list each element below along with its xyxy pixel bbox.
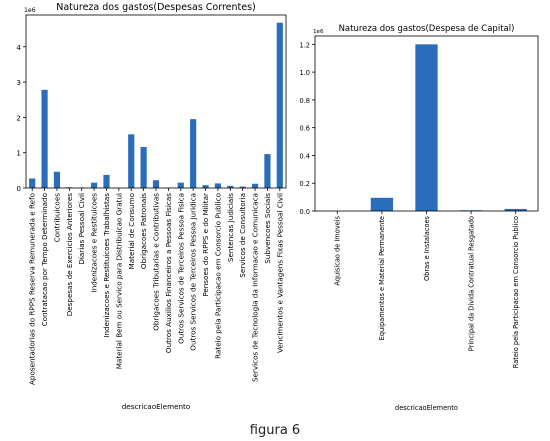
x-axis-label: descricaoElemento <box>122 402 191 411</box>
bar <box>239 186 246 188</box>
y-tick-label: 0.6 <box>300 125 311 133</box>
x-tick-label: Servicos de Consultoria <box>238 193 247 278</box>
x-tick-label: Rateio pela Participacao em Consorcio Pu… <box>213 193 222 359</box>
bar <box>227 185 234 188</box>
bar <box>177 182 184 188</box>
bar <box>41 89 48 188</box>
y-tick-label: 3 <box>16 78 21 87</box>
x-tick-label: Obrigacoes Patronais <box>139 193 148 269</box>
x-tick-label: Outros Auxilios Financeiros a Pessoas Fi… <box>164 193 173 353</box>
x-tick-label: Equipamentos e Material Permanente <box>378 216 386 340</box>
y-tick-label: 0.2 <box>300 180 311 188</box>
plot-frame <box>25 14 287 189</box>
chart-title: Natureza dos gastos(Despesa de Capital) <box>339 24 515 34</box>
x-tick-label: Principal da Divida Contratual Resgatado <box>467 216 475 351</box>
x-tick-label: Outros Servicos de Terceiros Pessoa Juri… <box>189 193 198 351</box>
bar <box>152 180 160 188</box>
x-tick-label: Contribuicoes <box>52 193 61 243</box>
bar <box>202 185 209 188</box>
chart-title: Natureza dos gastos(Despesas Correntes) <box>56 2 256 13</box>
bar <box>276 22 283 188</box>
x-tick-label: Material Bem ou Servico para Distribuica… <box>114 193 123 369</box>
y-offset-label: 1e6 <box>313 29 324 35</box>
y-tick-label: 0 <box>16 184 21 193</box>
x-tick-label: Outros Servicos de Terceiros Pessoa Fisi… <box>176 193 185 344</box>
x-tick-label: Aposentadorias do RPPS Reserva Remunerad… <box>28 193 37 385</box>
y-tick-label: 1 <box>16 149 21 158</box>
x-tick-label: Subvencoes Sociais <box>263 193 272 264</box>
x-tick-label: Servicos de Tecnologia da Informacao e C… <box>251 193 260 382</box>
x-tick-label: Material de Consumo <box>127 193 136 269</box>
bar <box>91 182 98 188</box>
bar <box>140 147 147 188</box>
x-tick-label: Despesas de Exercicios Anteriores <box>65 193 74 317</box>
bar <box>415 44 438 212</box>
bar <box>103 174 110 188</box>
x-tick-label: Diarias Pessoal Civil <box>77 193 86 265</box>
y-tick-label: 0.0 <box>300 208 311 216</box>
x-tick-label: Vencimentos e Vantagens Fixas Pessoal Ci… <box>275 193 284 353</box>
y-tick-label: 0.8 <box>300 97 311 105</box>
bar <box>190 119 197 188</box>
y-tick-label: 1.0 <box>300 69 311 77</box>
y-tick-label: 2 <box>16 113 21 122</box>
x-tick-label: Indenizacoes e Restituicoes Trabalhistas <box>102 193 111 338</box>
bar <box>128 134 135 188</box>
bar <box>53 171 61 188</box>
bar <box>251 183 259 188</box>
y-tick-label: 0.4 <box>300 152 311 160</box>
x-tick-label: Aquisicao de Imoveis <box>334 215 342 285</box>
bar <box>370 197 394 211</box>
x-tick-label: Obrigacoes Tributarias e Contributivas <box>152 193 161 331</box>
x-axis-label: descricaoElemento <box>395 404 458 412</box>
y-offset-label: 1e6 <box>24 7 36 14</box>
x-tick-label: Rateio pela Participacao em Consorcio Pu… <box>512 216 520 368</box>
bar <box>504 208 527 211</box>
y-tick-label: 4 <box>16 43 21 52</box>
bar <box>264 154 271 188</box>
y-tick-label: 1.2 <box>300 41 311 49</box>
x-tick-label: Sentencas Judiciais <box>226 193 235 262</box>
chart-1: Natureza dos gastos(Despesas Correntes) 1… <box>16 2 287 411</box>
figure-caption: figura 6 <box>249 423 301 438</box>
x-tick-label: Obras e Instalacoes <box>423 215 431 281</box>
x-tick-label: Contratacao por Tempo Determinado <box>40 193 49 326</box>
x-tick-label: Indenizacoes e Restituicoes <box>90 193 99 293</box>
x-tick-label: Pensoes do RPPS e do Militar <box>201 193 210 297</box>
bar <box>29 178 36 188</box>
chart-2: Natureza dos gastos(Despesa de Capital) 1… <box>300 24 539 412</box>
bar <box>214 183 221 188</box>
